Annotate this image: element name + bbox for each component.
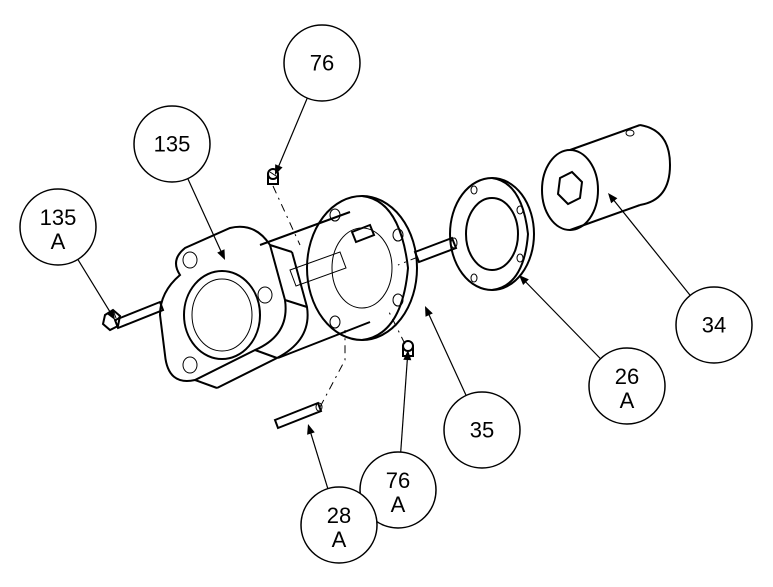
- leader-line-28A: [310, 432, 328, 489]
- leader-line-76A: [401, 358, 408, 452]
- leader-line-34: [613, 199, 690, 295]
- balloon-label-76: 76: [310, 51, 334, 76]
- mounting-flange: [160, 227, 308, 388]
- leader-arrow-28A: [307, 424, 315, 435]
- balloon-label-34: 34: [702, 313, 726, 338]
- leader-line-135A: [78, 259, 111, 313]
- leader-line-76: [278, 98, 307, 168]
- leader-line-35: [428, 313, 466, 395]
- leader-arrow-35: [425, 306, 433, 317]
- hub-body: [260, 196, 417, 358]
- pin-lower: [275, 403, 322, 428]
- leader-line-135: [188, 179, 222, 253]
- balloon-label-135: 135: [154, 132, 191, 157]
- leader-line-26A: [525, 281, 601, 359]
- leader-arrow-135: [217, 249, 225, 260]
- retainer-ring: [450, 178, 534, 290]
- leader-arrow-34: [608, 193, 617, 203]
- drive-coupling: [542, 125, 670, 230]
- balloon-label-35: 35: [470, 418, 494, 443]
- exploded-assembly-diagram: 76135135A3426A3576A28A: [0, 0, 773, 587]
